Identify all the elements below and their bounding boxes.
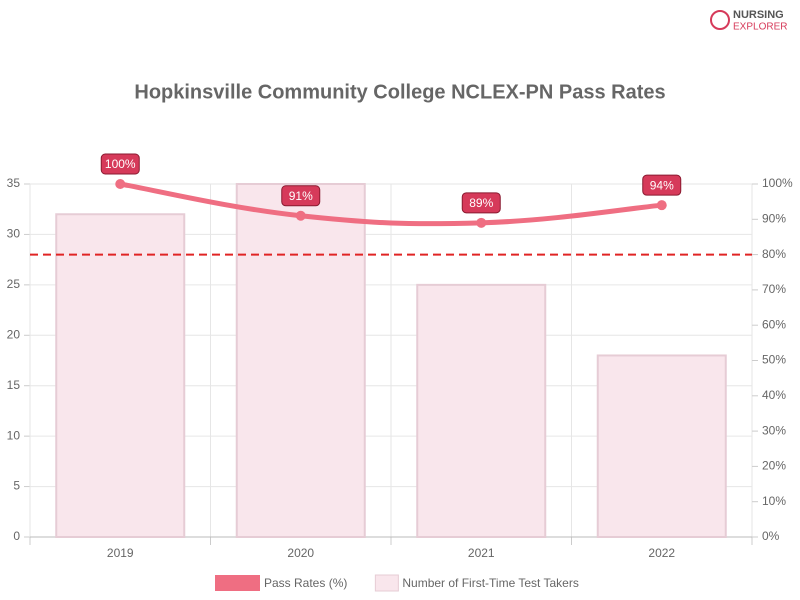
- y-tick-label: 30: [7, 227, 21, 241]
- line-point: [295, 210, 306, 221]
- chart-title: Hopkinsville Community College NCLEX-PN …: [134, 81, 665, 103]
- y2-tick-label: 20%: [762, 459, 786, 473]
- logo: NURSING EXPLORER: [710, 9, 787, 33]
- data-label-box: [281, 185, 321, 207]
- y-tick-label: 35: [7, 176, 21, 190]
- y-tick-label: 0: [13, 529, 20, 543]
- y2-tick-label: 10%: [762, 494, 786, 508]
- y-tick-label: 20: [7, 327, 21, 341]
- data-label-box: [100, 153, 140, 175]
- logo-text: NURSING: [733, 9, 784, 21]
- x-tick-label: 2020: [287, 546, 314, 560]
- line: [119, 181, 662, 227]
- bar: [416, 283, 547, 538]
- y2-tick-label: 100%: [762, 176, 793, 190]
- x-tick-label: 2019: [107, 546, 134, 560]
- data-label-box: [461, 192, 501, 214]
- y2-tick-label: 0%: [762, 529, 780, 543]
- bar: [235, 183, 366, 538]
- data-label: 94%: [650, 178, 674, 192]
- data-label: 91%: [289, 189, 313, 203]
- data-label-box: [642, 174, 682, 196]
- y2-tick-label: 30%: [762, 423, 786, 437]
- data-label: 100%: [105, 157, 136, 171]
- line-point: [656, 200, 667, 211]
- logo-icon: [710, 10, 730, 30]
- line-point: [115, 179, 126, 189]
- bar: [55, 213, 186, 538]
- y2-tick-label: 60%: [762, 317, 786, 331]
- legend-swatch: [215, 575, 260, 591]
- legend-swatch: [374, 574, 399, 592]
- y2-tick-label: 50%: [762, 353, 786, 367]
- logo-text: EXPLORER: [733, 22, 787, 33]
- x-tick-label: 2022: [648, 546, 675, 560]
- y-tick-label: 5: [13, 479, 20, 493]
- bar: [596, 354, 727, 539]
- line-point: [476, 217, 487, 228]
- y2-tick-label: 90%: [762, 211, 786, 225]
- y2-tick-label: 40%: [762, 388, 786, 402]
- legend-label: Pass Rates (%): [264, 576, 347, 590]
- data-label: 89%: [469, 196, 493, 210]
- legend-label: Number of First-Time Test Takers: [402, 576, 578, 590]
- x-tick-label: 2021: [468, 546, 495, 560]
- y-tick-label: 15: [7, 378, 21, 392]
- y-tick-label: 10: [7, 428, 21, 442]
- y2-tick-label: 80%: [762, 247, 786, 261]
- y2-tick-label: 70%: [762, 282, 786, 296]
- y-tick-label: 25: [7, 277, 21, 291]
